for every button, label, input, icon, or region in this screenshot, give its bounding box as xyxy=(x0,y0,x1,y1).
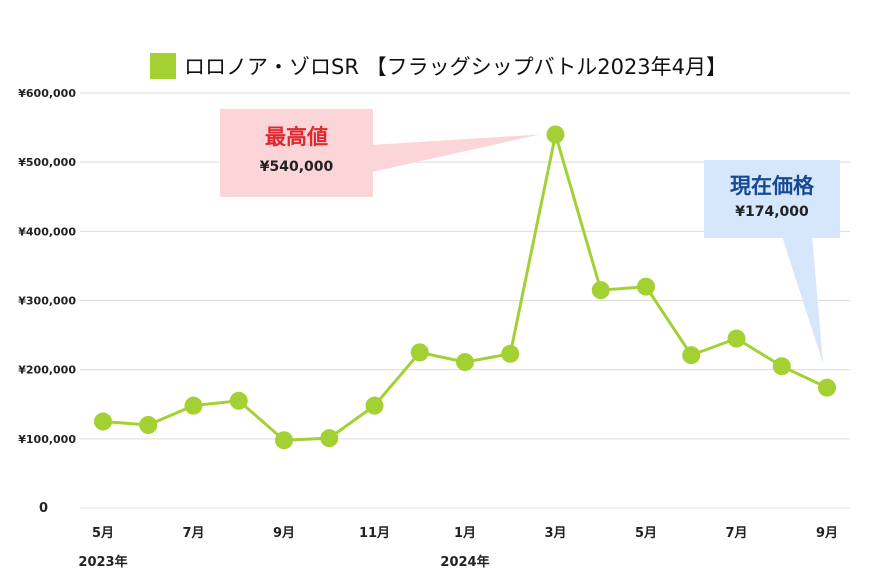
y-tick-label: ¥600,000 xyxy=(18,87,76,100)
data-point xyxy=(772,357,791,376)
max-price-title: 最高値 xyxy=(265,125,328,149)
data-point xyxy=(320,429,339,448)
max-price-value: ¥540,000 xyxy=(259,159,334,175)
data-point xyxy=(139,416,158,434)
data-point xyxy=(727,329,746,348)
max-price-callout: 最高値 ¥540,000 xyxy=(220,109,373,197)
x-tick-label: 9月 xyxy=(273,526,295,541)
x-tick-label: 5月 xyxy=(92,526,114,541)
legend: ロロノア・ゾロSR 【フラッグシップバトル2023年4月】 xyxy=(150,50,727,82)
x-tick-label: 9月 xyxy=(816,526,838,541)
series-points xyxy=(94,125,836,450)
data-point xyxy=(410,343,429,362)
x-tick-label: 11月 xyxy=(359,526,390,541)
data-point xyxy=(682,346,701,365)
data-point xyxy=(456,353,474,372)
x-year-label: 2023年 xyxy=(78,554,127,570)
data-point xyxy=(184,396,203,415)
x-tick-label: 7月 xyxy=(182,526,204,541)
x-tick-label: 7月 xyxy=(725,526,747,541)
legend-swatch xyxy=(150,53,176,79)
current-price-callout: 現在価格 ¥174,000 xyxy=(704,160,840,238)
x-tick-label: 5月 xyxy=(635,526,657,541)
x-tick-label: 1月 xyxy=(454,526,476,541)
data-point xyxy=(229,391,248,410)
grid-lines xyxy=(80,92,850,509)
y-axis-tick-labels: 0 ¥100,000 ¥200,000 ¥300,000 ¥400,000 ¥500,00… xyxy=(18,87,76,516)
y-tick-label: ¥300,000 xyxy=(18,295,76,308)
data-point xyxy=(546,125,565,144)
legend-label: ロロノア・ゾロSR 【フラッグシップバトル2023年4月】 xyxy=(184,55,728,79)
x-axis-tick-labels: 5月 2023年 7月 9月 11月 1月 2024年 3月 5月 7月 9月 xyxy=(78,526,838,570)
y-tick-label: ¥100,000 xyxy=(18,433,76,446)
data-point xyxy=(365,396,384,415)
current-price-value: ¥174,000 xyxy=(735,204,809,220)
data-point xyxy=(275,431,293,450)
y-tick-label: ¥400,000 xyxy=(18,225,76,238)
current-callout-pointer xyxy=(782,236,823,364)
x-year-label: 2024年 xyxy=(440,554,489,570)
data-point xyxy=(591,281,610,300)
y-tick-label: ¥200,000 xyxy=(18,364,76,377)
y-tick-label: ¥500,000 xyxy=(18,156,76,169)
x-tick-label: 3月 xyxy=(544,526,566,541)
max-callout-pointer xyxy=(372,134,540,172)
data-point xyxy=(94,412,112,431)
current-price-title: 現在価格 xyxy=(730,174,814,198)
data-point xyxy=(501,344,520,363)
callout-pointers xyxy=(372,134,823,364)
y-tick-label: 0 xyxy=(39,501,48,516)
data-point xyxy=(818,378,836,397)
data-point xyxy=(637,277,655,296)
